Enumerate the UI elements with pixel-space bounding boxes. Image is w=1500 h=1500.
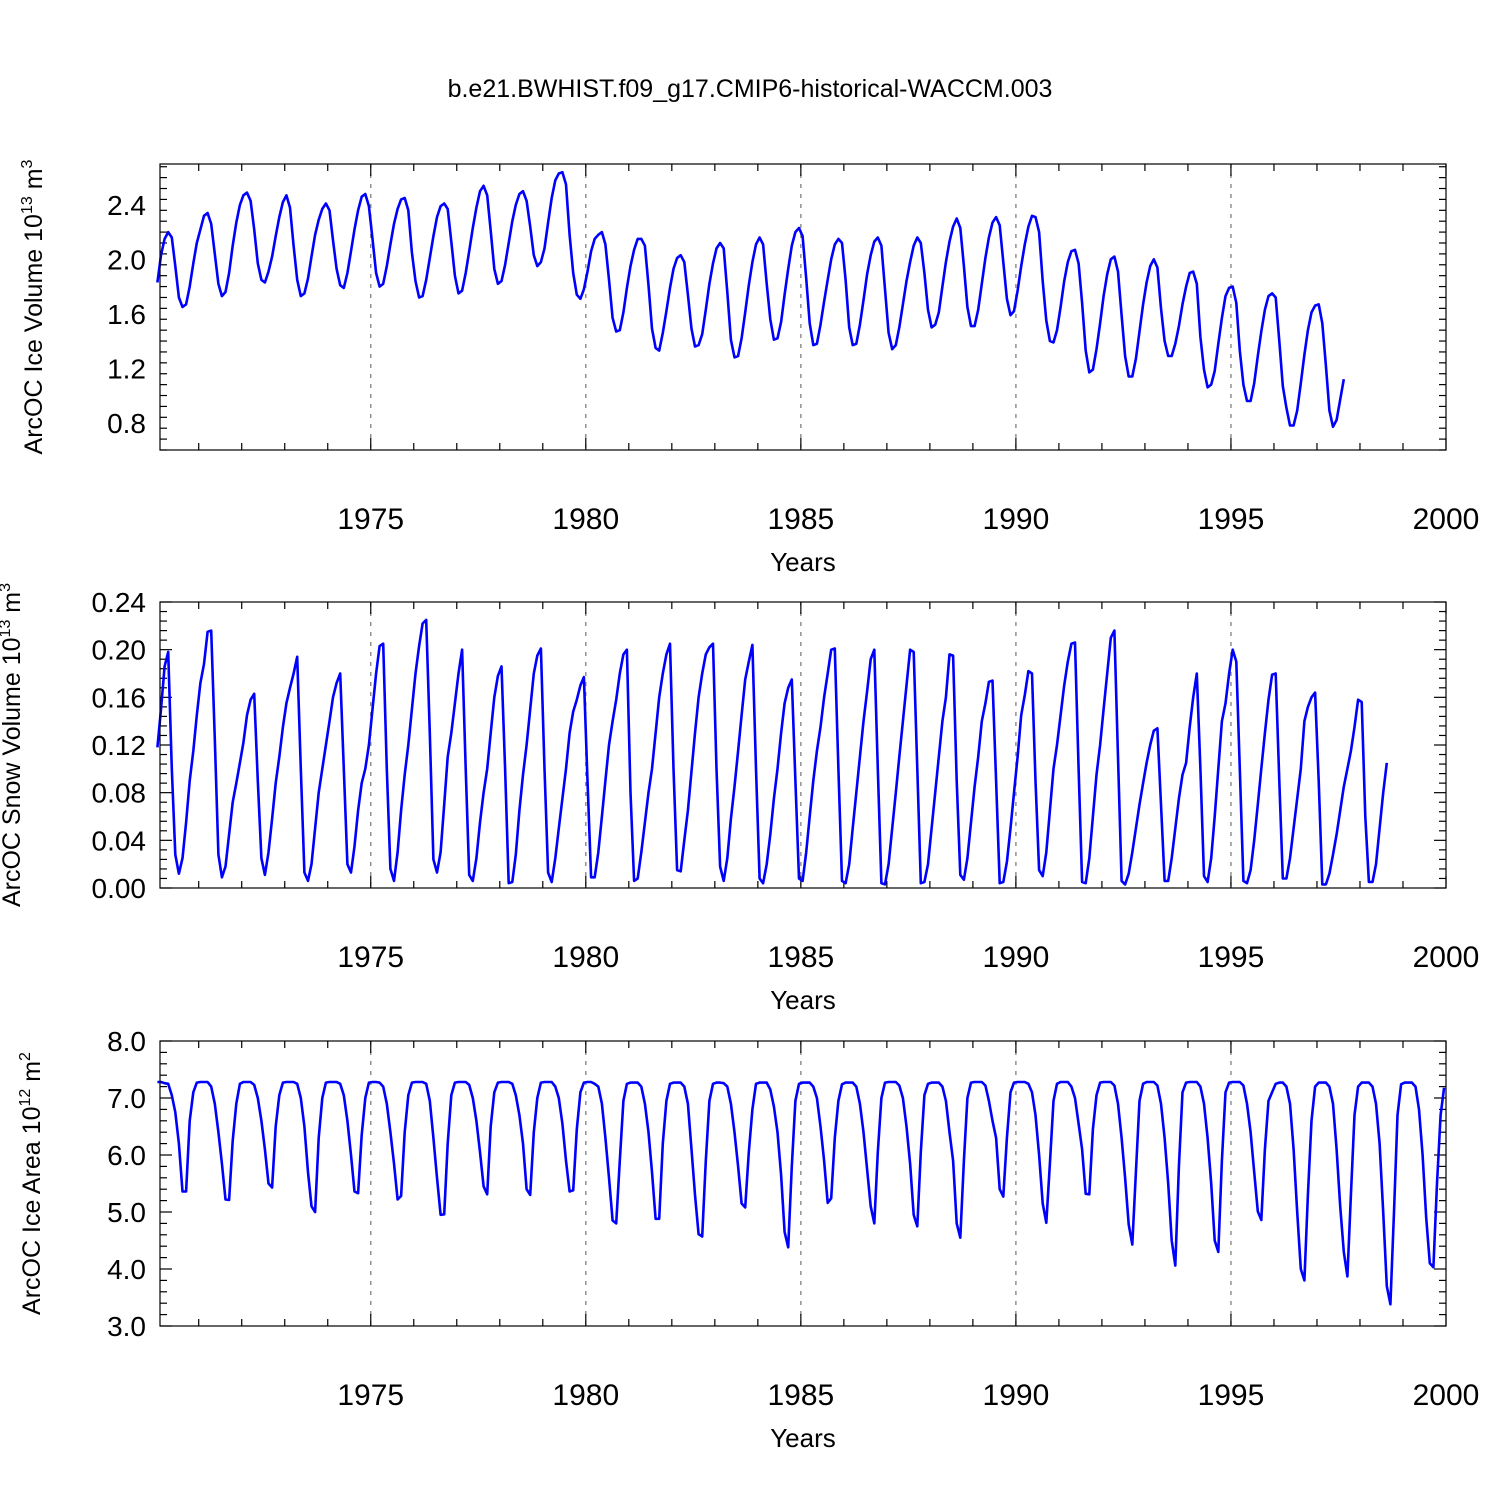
y-axis-label: ArcOC Ice Area 1012 m2 [17, 1052, 46, 1315]
y-tick-label: 0.08 [92, 778, 147, 809]
y-tick-label: 1.6 [107, 299, 146, 330]
plot-frame [159, 601, 1447, 889]
plot-frame [159, 1040, 1447, 1327]
y-axis-label: ArcOC Snow Volume 1013 m3 [0, 583, 26, 907]
y-tick-label: 0.20 [92, 635, 147, 666]
panel-3: 3.0 4.0 5.0 6.0 7.0 8.0 1975 1980 1985 1990 1995 20… [17, 1026, 1479, 1453]
x-tick-label: 1985 [767, 941, 834, 974]
y-tick-label: 3.0 [107, 1311, 146, 1342]
y-tick-label: 0.00 [92, 873, 147, 904]
plot-frame [159, 163, 1447, 451]
y-tick-label: 0.04 [92, 825, 147, 856]
y-tick-label: 0.8 [107, 408, 146, 439]
y-tick-label: 0.24 [92, 587, 147, 618]
y-tick-label: 7.0 [107, 1083, 146, 1114]
x-tick-label: 2000 [1413, 1379, 1480, 1412]
panel-1: 0.8 1.2 1.6 2.0 2.4 1975 1980 1985 1990 1995 2000 Y… [19, 159, 1479, 577]
x-tick-label: 1975 [337, 1379, 404, 1412]
x-tick-label: 1980 [552, 941, 619, 974]
x-tick-label: 1990 [983, 503, 1050, 536]
x-tick-label: 1990 [983, 1379, 1050, 1412]
panel-2: 0.00 0.04 0.08 0.12 0.16 0.20 0.24 1975 1980 1985… [0, 583, 1479, 1015]
y-tick-label: 4.0 [107, 1254, 146, 1285]
x-axis-label: Years [770, 547, 836, 577]
x-tick-label: 1975 [337, 503, 404, 536]
y-tick-label: 2.0 [107, 244, 146, 275]
x-tick-label: 1985 [767, 1379, 834, 1412]
x-tick-label: 1980 [552, 503, 619, 536]
x-tick-label: 1980 [552, 1379, 619, 1412]
y-tick-label: 0.12 [92, 730, 147, 761]
y-tick-label: 1.2 [107, 353, 146, 384]
x-tick-label: 2000 [1413, 503, 1480, 536]
x-axis-label: Years [770, 1423, 836, 1453]
x-tick-label: 2000 [1413, 941, 1480, 974]
x-tick-label: 1985 [767, 503, 834, 536]
series-line [156, 618, 1389, 886]
x-tick-label: 1990 [983, 941, 1050, 974]
y-axis-label: ArcOC Ice Volume 1013 m3 [19, 159, 48, 454]
y-tick-label: 8.0 [107, 1026, 146, 1057]
chart-title: b.e21.BWHIST.f09_g17.CMIP6-historical-WA… [448, 75, 1053, 103]
y-tick-label: 5.0 [107, 1197, 146, 1228]
y-tick-label: 2.4 [107, 190, 146, 221]
x-tick-label: 1995 [1198, 941, 1265, 974]
y-tick-label: 6.0 [107, 1140, 146, 1171]
series-line [157, 1080, 1446, 1306]
series-line [156, 170, 1346, 429]
panels-container: 0.8 1.2 1.6 2.0 2.4 1975 1980 1985 1990 1995 2000 Y… [0, 159, 1479, 1453]
x-tick-label: 1975 [337, 941, 404, 974]
x-tick-label: 1995 [1198, 503, 1265, 536]
y-tick-label: 0.16 [92, 682, 147, 713]
x-axis-label: Years [770, 985, 836, 1015]
x-tick-label: 1995 [1198, 1379, 1265, 1412]
